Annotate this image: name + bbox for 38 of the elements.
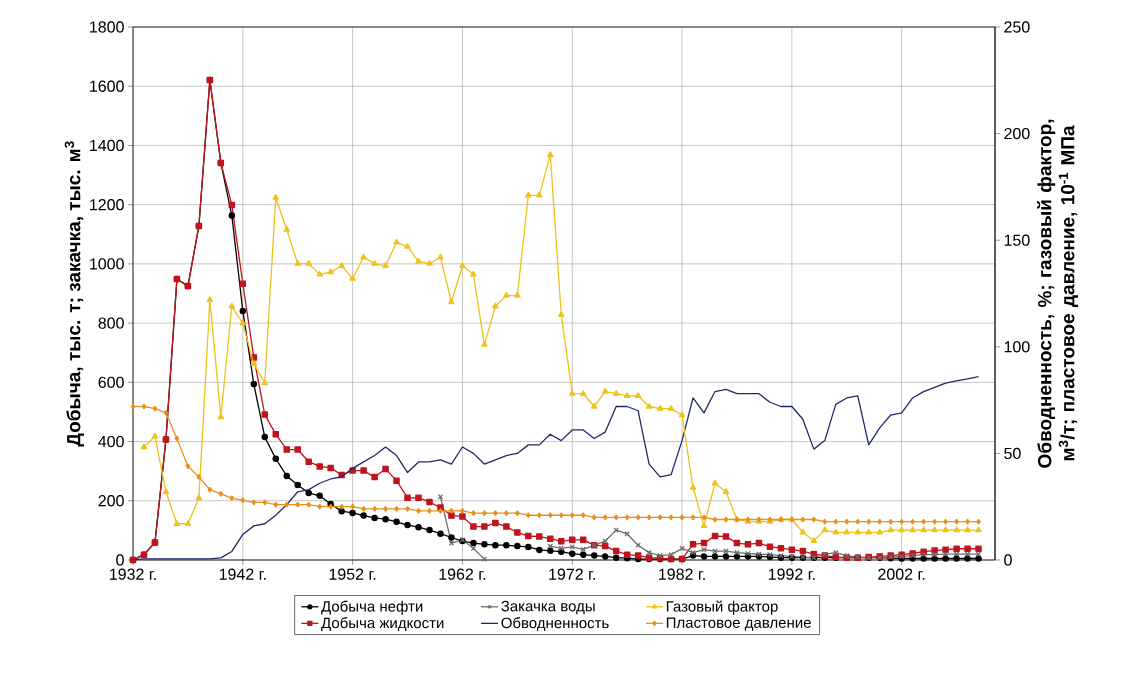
point: [712, 548, 718, 554]
y-tick-label: 400: [98, 435, 124, 448]
y-tick-label: 1800: [90, 21, 124, 33]
point: [602, 538, 608, 544]
y-tick-label: 0: [116, 554, 124, 566]
x-tick-label: 1992 г.: [768, 568, 815, 580]
y-tick-label: 1000: [90, 258, 124, 270]
y-tick-label: 200: [98, 495, 124, 507]
y2-axis-title: Обводненность, %; газовый фактор, м$^{3}$/т; пластовое давление, 10$^{-1}$ МПа: [1037, 119, 1079, 468]
point: [569, 544, 576, 550]
x-tick-label: 2002 г.: [878, 568, 925, 580]
x-tick-label: 1942 г.: [219, 568, 266, 580]
point: [580, 546, 586, 553]
y-tick-label: 600: [98, 376, 124, 388]
x-tick-label: 1962 г.: [439, 568, 486, 580]
y-tick-label: 1600: [90, 80, 124, 92]
legend-label: Пластовое давление: [666, 617, 811, 631]
x-tick-label: 1982 г.: [659, 568, 705, 580]
legend-label: Добыча нефти: [321, 600, 423, 615]
x-tick-label: 1932 г.: [110, 568, 156, 580]
x-tick-label: 1952 г.: [329, 568, 376, 580]
x-tick-label: 1972 г.: [549, 568, 595, 580]
legend-label: Закачка воды: [501, 600, 595, 615]
y2-tick-label: 100: [1004, 341, 1030, 353]
y-tick-label: 800: [98, 317, 124, 329]
point: [833, 549, 839, 556]
y2-tick-label: 150: [1004, 234, 1030, 246]
legend-label: Обводненность: [501, 617, 609, 632]
legend-label: Газовый фактор: [666, 600, 778, 615]
y2-tick-label: 0: [1004, 554, 1012, 566]
legend-label: Добыча жидкости: [321, 617, 444, 632]
y-tick-label: 1200: [90, 199, 124, 211]
y-tick-label: 1400: [90, 139, 124, 152]
y2-tick-label: 50: [1004, 447, 1021, 460]
point: [547, 543, 554, 549]
y2-tick-label: 200: [1004, 127, 1030, 140]
y2-tick-label: 250: [1004, 21, 1030, 33]
y-axis-title: Добыча, тыс. т; закачка, тыс. м$^{3}$: [64, 141, 85, 447]
